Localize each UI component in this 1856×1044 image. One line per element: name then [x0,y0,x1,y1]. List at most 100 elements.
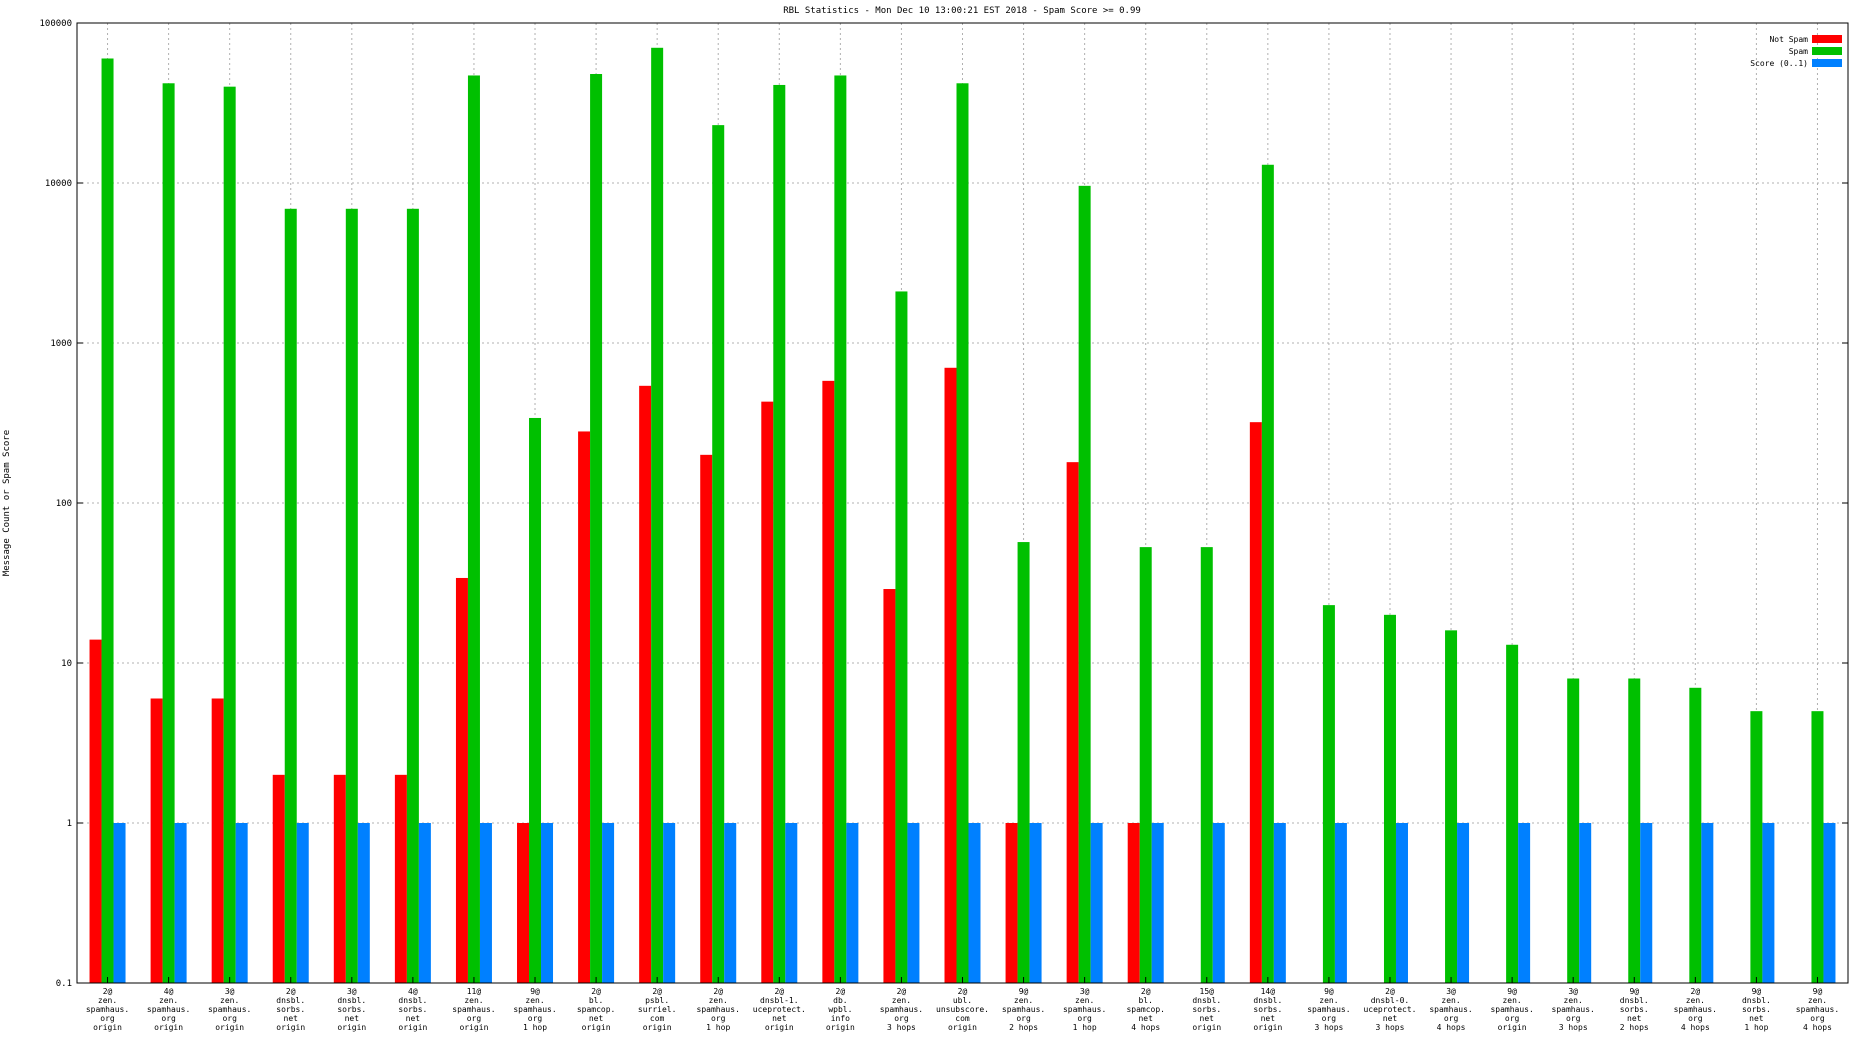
bar-not-spam [517,823,530,983]
y-tick-label: 100000 [39,19,72,29]
bar-spam [345,208,358,983]
bar-score-0-1 [785,823,798,983]
bar-score-0-1 [1823,823,1836,983]
x-tick-label: 9@ zen. spamhaus. org 3 hops [1307,987,1350,1032]
bar-not-spam [1127,823,1140,983]
y-tick-label: 10000 [45,179,72,189]
y-tick-label: 0.1 [56,979,72,989]
bar-score-0-1 [1395,823,1408,983]
x-tick-label: 9@ dnsbl. sorbs. net 1 hop [1742,987,1771,1032]
bar-spam [284,208,297,983]
bar-not-spam [1005,823,1018,983]
bar-spam [1200,547,1213,983]
x-tick-label: 15@ dnsbl. sorbs. net origin [1192,987,1221,1032]
x-axis-ticks: 2@ zen. spamhaus. org origin 4@ zen. spamhaus. o… [86,977,1839,1032]
bar-not-spam [578,431,591,983]
x-tick-label: 9@ zen. spamhaus. org 1 hop [513,987,556,1032]
bar-spam [895,291,908,983]
x-tick-label: 2@ dnsbl-1. uceprotect. net origin [753,987,806,1032]
y-tick-label: 100 [56,499,72,509]
x-tick-label: 2@ zen. spamhaus. org 4 hops [1674,987,1717,1032]
bar-not-spam [700,454,713,983]
bar-spam [1811,711,1824,983]
bar-score-0-1 [1212,823,1225,983]
bar-not-spam [761,401,774,984]
bar-score-0-1 [1029,823,1042,983]
bar-spam [1506,644,1519,983]
bar-score-0-1 [907,823,920,983]
x-tick-label: 2@ bl. spamcop. net origin [577,987,616,1032]
x-tick-label: 3@ zen. spamhaus. org 3 hops [1552,987,1595,1032]
bar-spam [1628,678,1641,983]
y-axis-label: Message Count or Spam Score [2,430,12,576]
bar-score-0-1 [1090,823,1103,983]
bar-score-0-1 [1640,823,1653,983]
bar-score-0-1 [1701,823,1714,983]
x-tick-label: 2@ dnsbl. sorbs. net origin [276,987,305,1032]
bar-spam [1017,542,1030,983]
chart-title: RBL Statistics - Mon Dec 10 13:00:21 EST… [783,6,1141,16]
x-tick-label: 2@ zen. spamhaus. org origin [86,987,129,1032]
x-tick-label: 3@ zen. spamhaus. org origin [208,987,251,1032]
bar-spam [1139,547,1152,983]
x-tick-label: 3@ zen. spamhaus. org 4 hops [1429,987,1472,1032]
bar-spam [834,75,847,983]
x-tick-label: 3@ zen. spamhaus. org 1 hop [1063,987,1106,1032]
bar-score-0-1 [1457,823,1470,983]
bar-spam [467,75,480,983]
bar-spam [529,417,542,983]
y-tick-label: 10 [61,659,72,669]
x-tick-label: 4@ zen. spamhaus. org origin [147,987,190,1032]
bar-not-spam [394,774,407,983]
bar-spam [223,86,236,983]
x-tick-label: 2@ zen. spamhaus. org 1 hop [697,987,740,1032]
bar-score-0-1 [968,823,981,983]
bar-score-0-1 [174,823,187,983]
bar-score-0-1 [113,823,126,983]
legend-label: Score (0..1) [1750,59,1808,68]
bar-spam [1445,630,1458,983]
bar-score-0-1 [846,823,859,983]
bar-spam [590,74,603,983]
bar-spam [1078,185,1091,983]
bar-not-spam [639,385,652,983]
bar-score-0-1 [724,823,737,983]
y-axis-ticks: 0.1 1 10 100 1000 10000 100000 [39,19,1848,989]
x-tick-label: 3@ dnsbl. sorbs. net origin [337,987,366,1032]
bar-score-0-1 [663,823,676,983]
y-tick-label: 1 [67,819,72,829]
bar-not-spam [455,577,468,983]
bar-score-0-1 [1579,823,1592,983]
bar-not-spam [272,774,285,983]
x-tick-label: 9@ zen. spamhaus. org 4 hops [1796,987,1839,1032]
bar-score-0-1 [1518,823,1531,983]
x-tick-label: 2@ db. wpbl. info origin [826,987,855,1032]
bar-score-0-1 [602,823,615,983]
x-tick-label: 14@ dnsbl. sorbs. net origin [1253,987,1282,1032]
x-tick-label: 9@ dnsbl. sorbs. net 2 hops [1620,987,1649,1032]
bar-spam [101,58,114,984]
bar-not-spam [211,698,224,983]
legend-swatch [1812,47,1842,55]
bar-score-0-1 [541,823,554,983]
bar-not-spam [333,774,346,983]
x-tick-label: 11@ zen. spamhaus. org origin [452,987,495,1032]
bar-not-spam [1066,462,1079,984]
legend: Not Spam Spam Score (0..1) [1750,35,1842,68]
bar-score-0-1 [296,823,309,983]
bar-spam [956,83,969,984]
bar-not-spam [883,589,896,983]
bar-spam [1750,711,1763,983]
bar-score-0-1 [418,823,431,983]
bar-score-0-1 [1151,823,1164,983]
bar-spam [1383,614,1396,983]
bar-spam [1261,164,1274,984]
x-tick-label: 2@ dnsbl-0. uceprotect. net 3 hops [1363,987,1416,1032]
bar-not-spam [89,639,102,983]
bar-spam [162,83,175,984]
bar-score-0-1 [235,823,248,983]
legend-label: Not Spam [1769,35,1808,44]
legend-label: Spam [1789,47,1808,56]
